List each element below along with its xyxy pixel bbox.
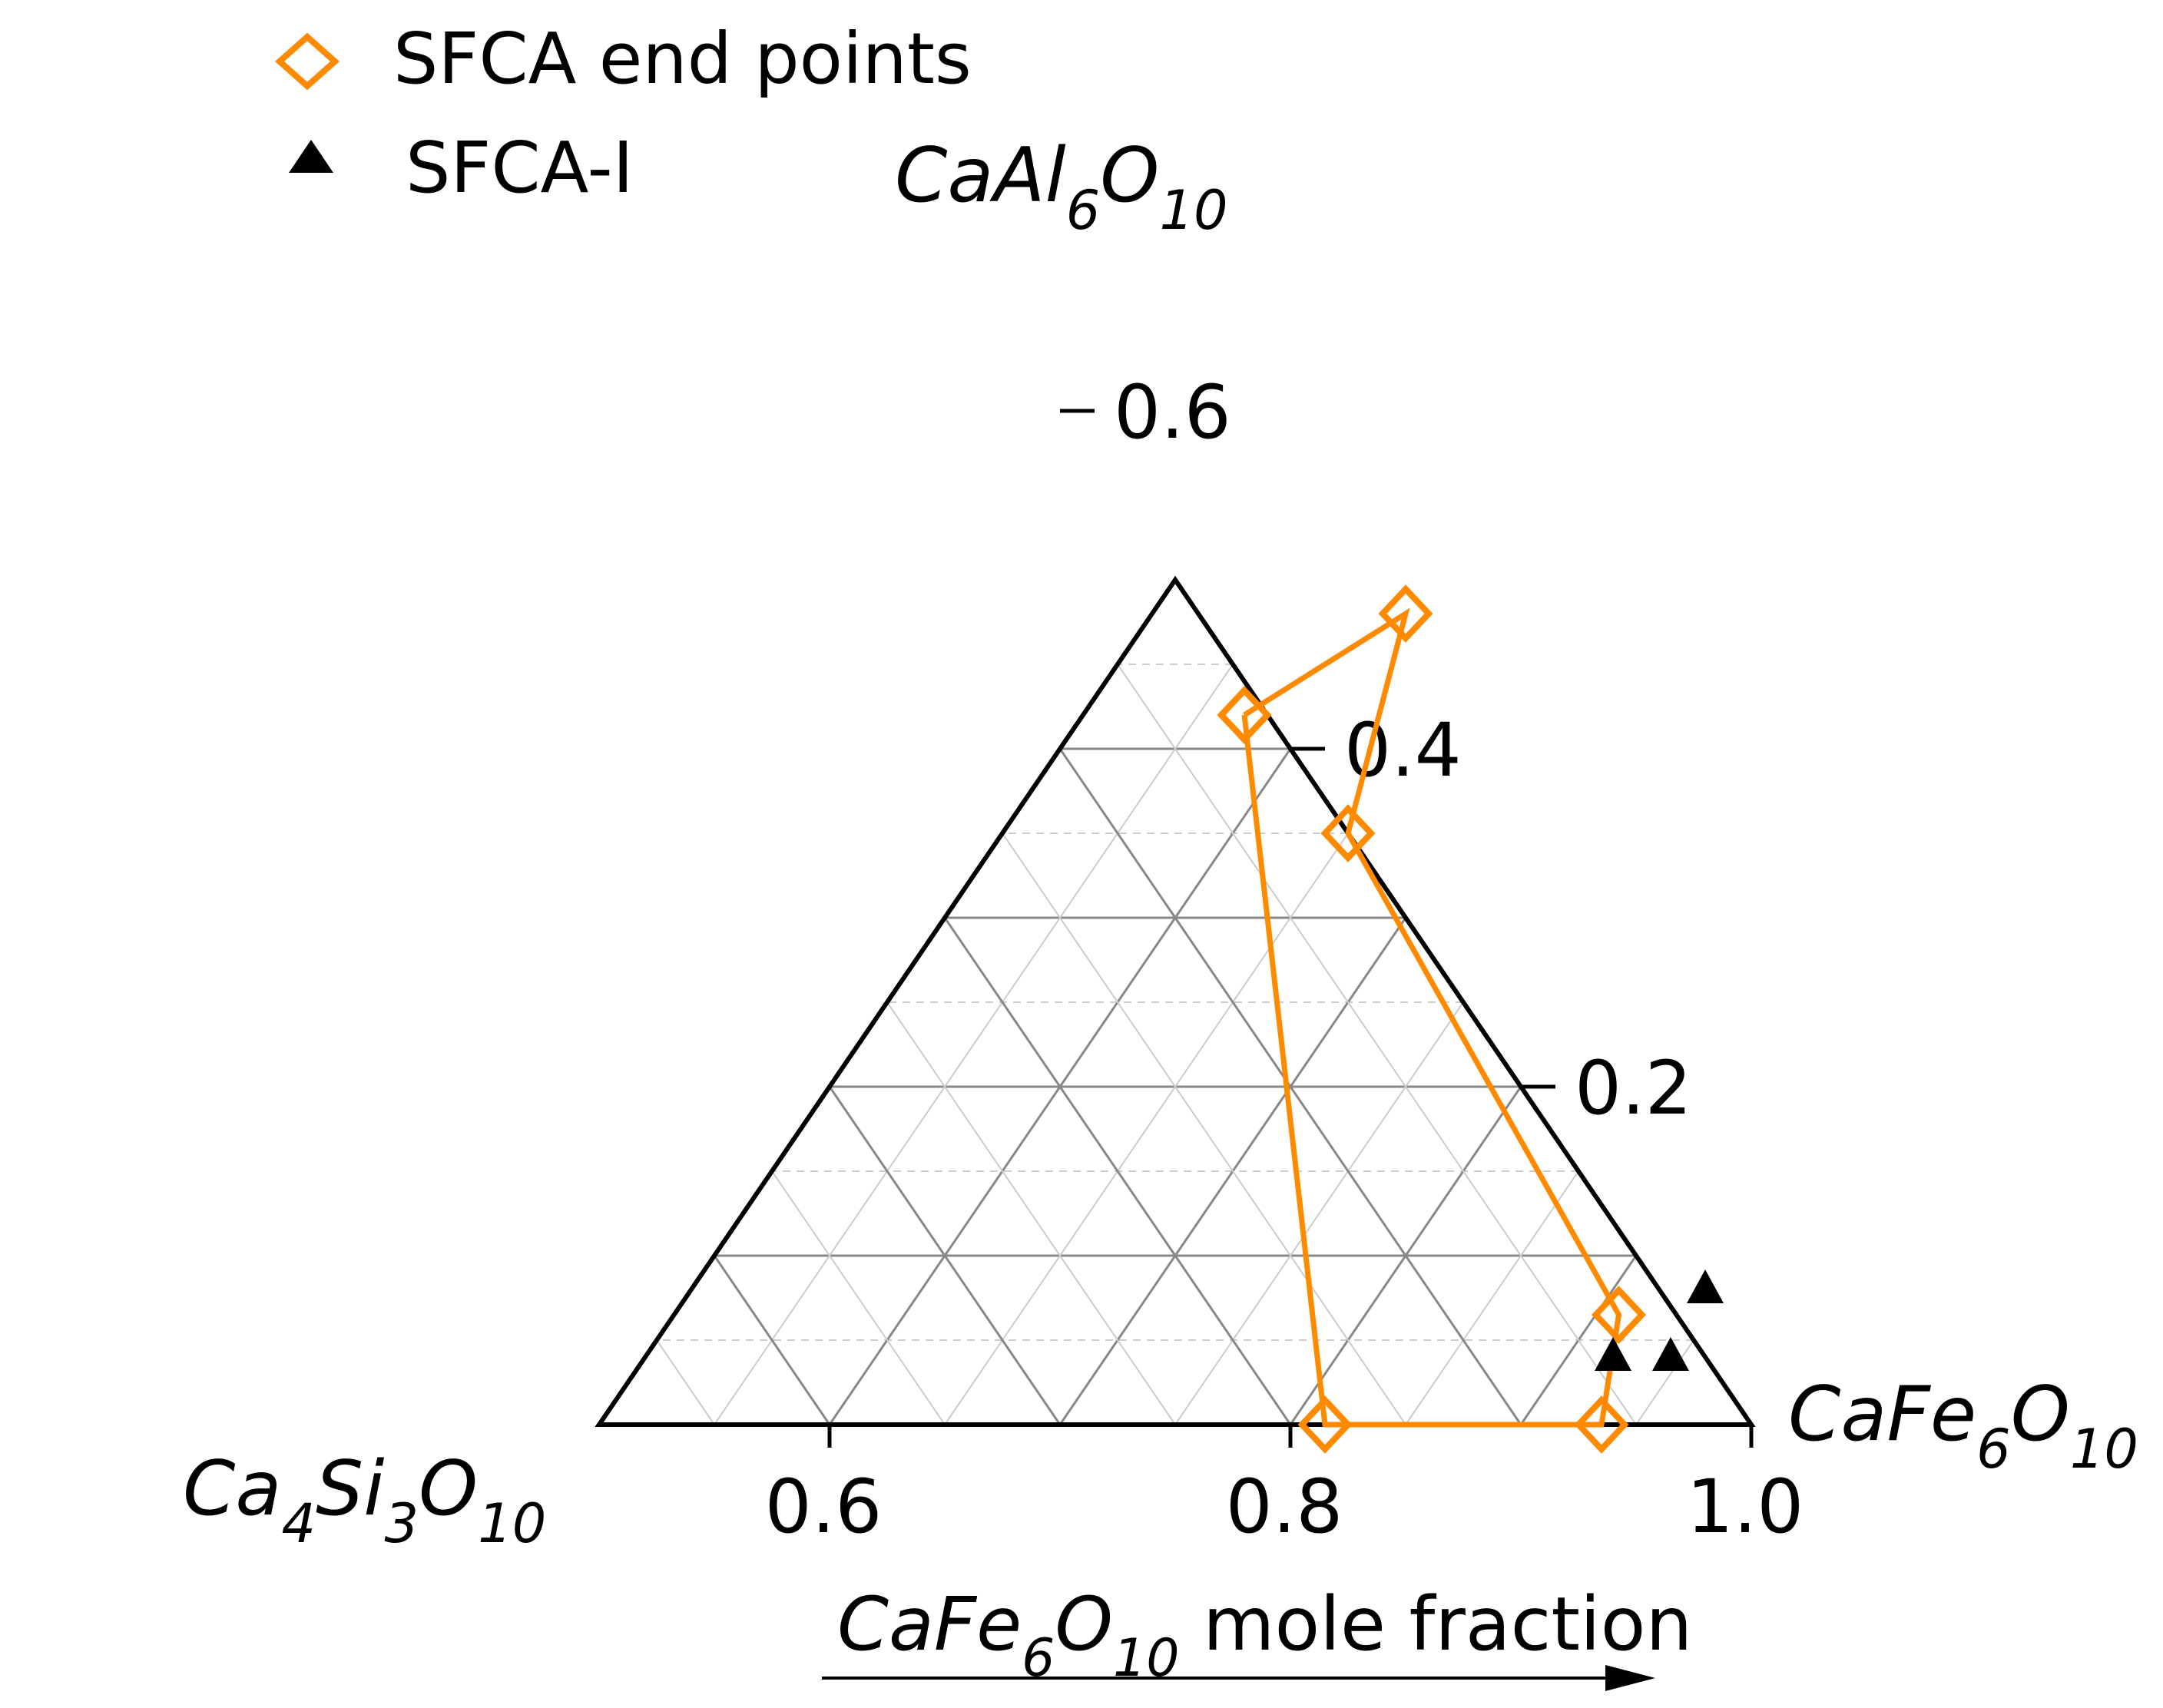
vertex-label-ca4si3o10: Ca4Si3O10: [183, 1445, 546, 1555]
x-axis-label: CaFe6O10 mole fraction: [837, 1581, 1692, 1689]
grid-line-fe: [944, 832, 1349, 1425]
legend-triangle-marker: [289, 140, 333, 173]
sfca-end-point-marker: [1378, 584, 1433, 643]
grid-line-si: [771, 1170, 946, 1425]
legend-label-sfca-i: SFCA-I: [406, 127, 634, 209]
legend-diamond-marker: [274, 32, 340, 91]
grid-line-si: [713, 1255, 831, 1425]
data-series: [1217, 584, 1724, 1454]
grid-line-si: [828, 1086, 1062, 1425]
axis-ticks: 0.6 0.8 1.00.20.40.6: [765, 369, 1804, 1550]
grid-line-si: [943, 917, 1292, 1425]
bottom-tick-label: 0.8: [1226, 1464, 1343, 1550]
plot-frame: [595, 575, 1756, 1427]
grid-line-fe: [714, 664, 1234, 1425]
bottom-tick-label: 0.6: [765, 1464, 883, 1550]
vertex-label-caal6o10: CaAl6O10: [895, 132, 1228, 242]
grid-line-si: [886, 1001, 1176, 1425]
sfca-end-point-marker: [1592, 1286, 1646, 1344]
right-tick-label: 0.2: [1575, 1045, 1692, 1131]
grid-line-fe: [1635, 1339, 1694, 1425]
grid-line-fe: [1405, 1170, 1579, 1425]
legend-label-sfca-end-points: SFCA end points: [393, 18, 972, 100]
grid-line-fe: [1174, 1001, 1464, 1425]
bottom-tick-label: 1.0: [1687, 1464, 1804, 1550]
sfca-end-point-marker: [1320, 804, 1376, 862]
x-axis-arrow: [822, 1665, 1655, 1691]
legend: SFCA end points SFCA-I: [274, 18, 972, 209]
grid-line-si: [656, 1339, 715, 1425]
sfca-i-marker: [1595, 1337, 1631, 1371]
right-tick-label: 0.6: [1114, 369, 1231, 455]
grid-line-si: [1002, 832, 1406, 1425]
frame-outline: [595, 575, 1756, 1427]
grid-line-si: [1117, 664, 1637, 1425]
vertex-label-cafe6o10: CaFe6O10: [1788, 1371, 2138, 1481]
sfca-end-point-marker: [1297, 1395, 1353, 1454]
grid-line-si: [1058, 748, 1522, 1425]
sfca-i-marker: [1687, 1269, 1724, 1303]
sfca-end-point-marker: [1217, 686, 1272, 744]
sfca-i-marker: [1652, 1337, 1689, 1371]
sfca-end-point-marker: [1574, 1395, 1629, 1454]
series-line-sfca-end-points: [1241, 607, 1622, 1428]
grid-lines: [656, 664, 1694, 1425]
